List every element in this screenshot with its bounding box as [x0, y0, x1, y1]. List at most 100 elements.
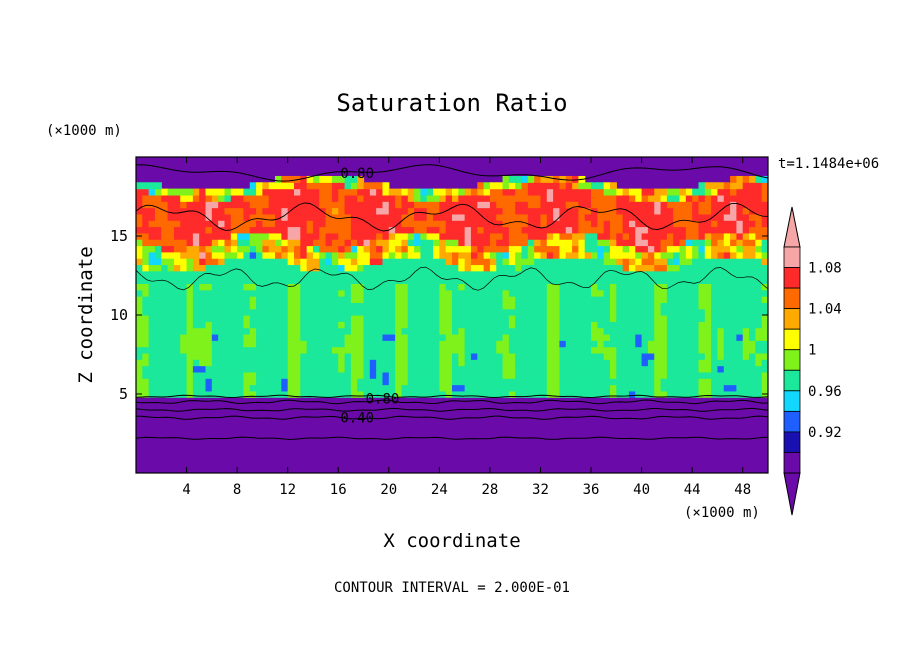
field-cell [388, 302, 396, 310]
field-cell [237, 289, 245, 297]
field-cell [761, 352, 768, 360]
field-cell [742, 296, 750, 303]
field-cell [350, 251, 358, 259]
field-cell [407, 264, 415, 272]
field-cell [319, 289, 327, 297]
field-cell [426, 207, 434, 215]
field-cell [414, 333, 421, 341]
field-cell [268, 327, 276, 335]
field-cell [312, 321, 320, 329]
field-cell [521, 251, 529, 259]
field-cell [508, 245, 516, 253]
field-cell [477, 213, 485, 221]
field-cell [654, 302, 662, 310]
field-cell [445, 194, 453, 202]
field-cell [414, 251, 421, 259]
field-cell [148, 321, 156, 329]
field-cell [319, 384, 327, 392]
field-cell [262, 207, 270, 215]
field-cell [407, 194, 415, 202]
field-cell [173, 390, 181, 398]
field-cell [167, 207, 175, 215]
field-cell [679, 283, 687, 291]
field-cell [230, 321, 238, 329]
field-cell [635, 346, 643, 354]
field-cell [350, 371, 358, 379]
field-cell [477, 277, 485, 284]
x-tick-label: 40 [633, 482, 650, 498]
field-cell [294, 308, 301, 316]
field-cell [275, 327, 282, 335]
field-cell [685, 201, 693, 209]
field-cell [616, 220, 624, 228]
field-cell [666, 207, 674, 215]
field-cell [382, 251, 390, 259]
field-cell [300, 277, 308, 284]
field-cell [717, 384, 725, 392]
field-cell [186, 220, 194, 228]
field-cell [742, 289, 750, 297]
field-cell [154, 346, 162, 354]
field-cell [654, 283, 662, 291]
field-cell [730, 264, 737, 272]
field-cell [685, 333, 693, 341]
field-cell [616, 302, 624, 310]
field-cell [742, 194, 750, 202]
field-cell [395, 371, 403, 379]
field-cell [173, 220, 181, 228]
field-cell [679, 258, 687, 266]
field-cell [591, 333, 598, 341]
field-cell [755, 308, 763, 316]
field-cell [281, 182, 289, 190]
field-cell [692, 188, 700, 196]
field-cell [508, 175, 516, 183]
field-cell [749, 346, 756, 354]
field-cell [224, 258, 232, 266]
field-cell [224, 270, 232, 278]
field-cell [723, 302, 731, 310]
field-cell [515, 175, 523, 183]
field-cell [477, 245, 485, 253]
field-cell [477, 251, 485, 259]
field-cell [388, 188, 396, 196]
field-cell [742, 333, 750, 341]
field-cell [742, 175, 750, 183]
field-cell [300, 333, 308, 341]
field-cell [597, 201, 605, 209]
field-cell [275, 264, 282, 272]
field-cell [711, 213, 719, 221]
field-cell [243, 220, 251, 228]
field-cell [521, 245, 529, 253]
field-cell [565, 283, 573, 291]
field-cell [647, 346, 655, 354]
field-cell [211, 207, 219, 215]
field-cell [142, 390, 150, 398]
field-cell [628, 277, 636, 284]
field-cell [572, 270, 579, 278]
field-cell [363, 359, 371, 367]
field-cell [749, 384, 756, 392]
colorbar-over-arrow [783, 206, 801, 248]
field-cell [211, 226, 219, 234]
field-cell [161, 384, 169, 392]
field-cell [407, 277, 415, 284]
field-cell [578, 258, 586, 266]
field-cell [515, 333, 523, 341]
field-cell [470, 384, 478, 392]
field-cell [736, 194, 744, 202]
field-cell [464, 270, 472, 278]
field-cell [312, 384, 320, 392]
field-cell [433, 220, 440, 228]
field-cell [237, 352, 245, 360]
field-cell [654, 384, 662, 392]
field-cell [414, 390, 421, 398]
field-cell [704, 258, 712, 266]
field-cell [420, 378, 428, 386]
field-cell [344, 384, 352, 392]
field-cell [761, 188, 768, 196]
field-cell [616, 270, 624, 278]
field-cell [344, 226, 352, 234]
field-cell [673, 264, 681, 272]
field-cell [357, 220, 365, 228]
field-cell [572, 390, 579, 398]
